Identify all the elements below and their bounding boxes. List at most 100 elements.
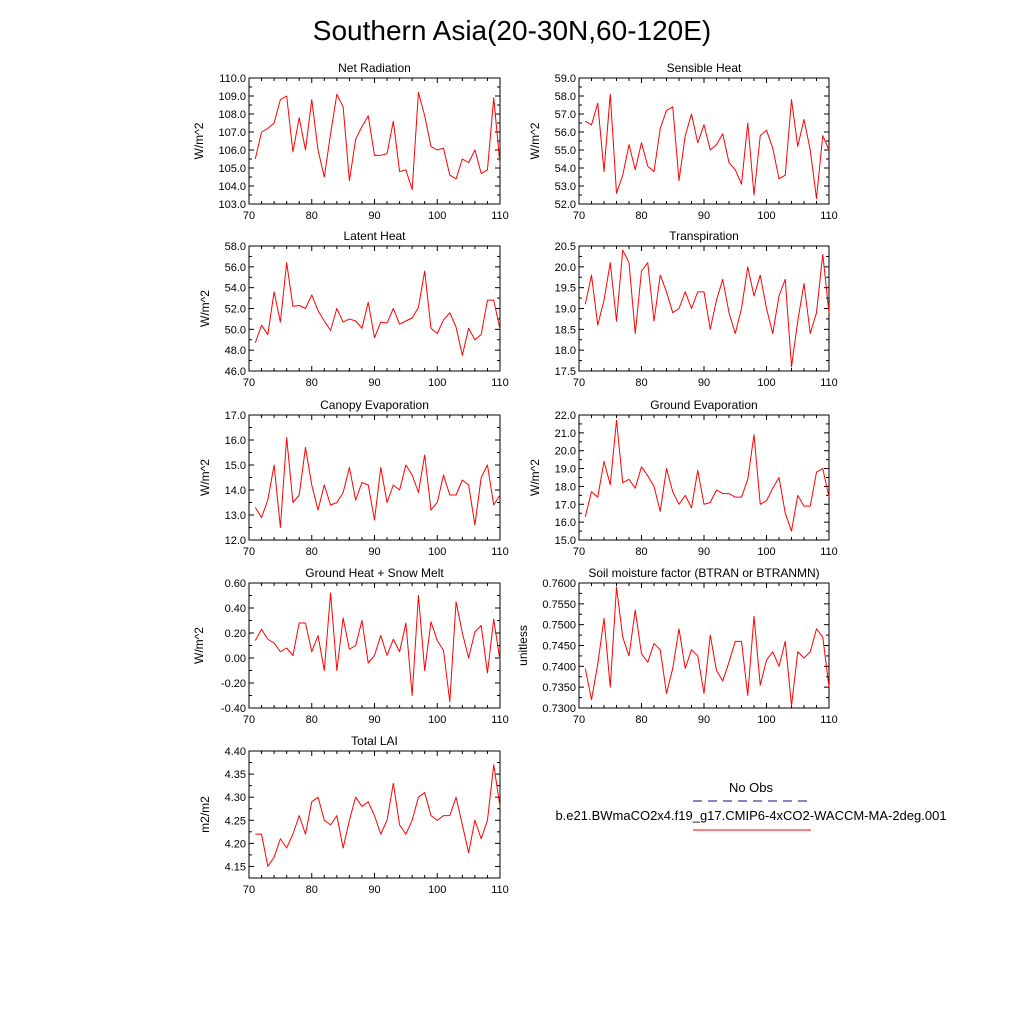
x-tick-label: 70: [573, 377, 585, 389]
y-tick-label: 19.5: [555, 283, 576, 295]
y-tick-label: 14.0: [225, 485, 246, 497]
y-tick-label: 4.35: [225, 769, 246, 781]
x-tick-label: 100: [757, 546, 775, 558]
y-axis-label: W/m^2: [192, 122, 206, 159]
y-tick-label: 103.0: [218, 199, 246, 211]
panel-ground-evaporation: Ground Evaporation 70 80 90 100 110 15.0 16.0 17…: [528, 398, 838, 558]
y-tick-label: 0.40: [225, 603, 246, 615]
panel-title: Total LAI: [351, 734, 398, 748]
x-tick-label: 70: [243, 377, 255, 389]
x-tick-label: 70: [243, 210, 255, 222]
x-tick-label: 90: [368, 546, 380, 558]
y-tick-label: 0.7450: [542, 641, 576, 653]
y-axis-label: m2/m2: [198, 796, 212, 833]
y-tick-label: -0.20: [221, 678, 246, 690]
y-tick-label: 4.40: [225, 746, 246, 758]
series-line-transpiration: [584, 249, 830, 368]
series-line-sensible-heat: [585, 93, 830, 200]
x-tick-label: 110: [820, 546, 838, 558]
panel-title: Sensible Heat: [667, 61, 742, 75]
y-tick-label: 20.0: [555, 262, 576, 274]
x-tick-label: 70: [243, 546, 255, 558]
y-axis-label: unitless: [516, 625, 530, 666]
y-tick-label: 0.7350: [542, 682, 576, 694]
y-tick-label: 105.0: [218, 163, 246, 175]
x-tick-label: 80: [306, 210, 318, 222]
y-tick-label: 52.0: [555, 199, 576, 211]
y-tick-label: 13.0: [225, 510, 246, 522]
x-tick-label: 110: [820, 714, 838, 726]
plot-frame: [248, 582, 501, 709]
series-line-net-radiation: [254, 91, 501, 191]
x-tick-label: 80: [635, 210, 647, 222]
x-tick-label: 110: [491, 714, 509, 726]
x-tick-label: 100: [428, 377, 446, 389]
panel-total-lai: Total LAI 70 80 90 100 110 4.15 4.20 4.25 4.30 4.3…: [198, 734, 509, 896]
plot-frame: [578, 77, 830, 205]
y-tick-label: 20.0: [555, 446, 576, 458]
x-tick-label: 110: [820, 210, 838, 222]
y-tick-label: -0.40: [221, 703, 246, 715]
plot-frame: [248, 414, 501, 541]
y-tick-label: 4.25: [225, 815, 246, 827]
x-tick-label: 90: [368, 884, 380, 896]
panel-sensible-heat: Sensible Heat 70 80 90 100 110 52.0 53.0 54.0 55.…: [528, 61, 838, 222]
x-tick-label: 90: [368, 210, 380, 222]
panel-title: Net Radiation: [338, 61, 411, 75]
legend: No Obs b.e21.BWmaCO2x4.f19_g17.CMIP6-4xC…: [555, 780, 947, 831]
y-tick-label: 19.0: [555, 304, 576, 316]
y-tick-label: 0.00: [225, 653, 246, 665]
x-tick-label: 100: [428, 714, 446, 726]
y-axis-label: W/m^2: [528, 122, 542, 159]
panel-transpiration: Transpiration 70 80 90 100 110 17.5 18.0 18.5 19.…: [555, 229, 838, 389]
y-tick-label: 58.0: [225, 241, 246, 253]
y-tick-label: 104.0: [218, 181, 246, 193]
y-tick-label: 12.0: [225, 535, 246, 547]
y-axis-label: W/m^2: [192, 627, 206, 664]
y-tick-label: 18.0: [555, 481, 576, 493]
y-tick-label: 4.20: [225, 838, 246, 850]
panel-title: Canopy Evaporation: [320, 398, 429, 412]
y-tick-label: 17.0: [225, 410, 246, 422]
y-tick-label: 109.0: [218, 91, 246, 103]
x-tick-label: 110: [491, 377, 509, 389]
series-line-ground-evaporation: [584, 419, 830, 532]
y-tick-label: 16.0: [555, 517, 576, 529]
x-tick-label: 80: [306, 884, 318, 896]
x-tick-label: 110: [491, 210, 509, 222]
panel-soil-moisture-factor-btran-or-btranmn: Soil moisture factor (BTRAN or BTRANMN) 7…: [516, 566, 838, 726]
x-tick-label: 80: [306, 714, 318, 726]
x-tick-label: 80: [635, 714, 647, 726]
x-tick-label: 110: [491, 546, 509, 558]
x-tick-label: 70: [243, 714, 255, 726]
x-tick-label: 100: [428, 546, 446, 558]
y-tick-label: 59.0: [555, 73, 576, 85]
x-tick-label: 100: [757, 377, 775, 389]
x-tick-label: 80: [306, 546, 318, 558]
panel-title: Latent Heat: [343, 229, 406, 243]
y-tick-label: 57.0: [555, 109, 576, 121]
x-tick-label: 80: [306, 377, 318, 389]
y-tick-label: 17.0: [555, 499, 576, 511]
plot-frame: [578, 245, 830, 372]
y-tick-label: 18.0: [555, 345, 576, 357]
y-axis-label: W/m^2: [198, 459, 212, 496]
plot-frame: [578, 414, 830, 541]
x-tick-label: 90: [698, 210, 710, 222]
panel-title: Ground Evaporation: [650, 398, 757, 412]
y-tick-label: 22.0: [555, 410, 576, 422]
y-tick-label: 56.0: [225, 262, 246, 274]
y-axis-label: W/m^2: [198, 290, 212, 327]
x-tick-label: 70: [243, 884, 255, 896]
x-tick-label: 80: [635, 546, 647, 558]
y-tick-label: 19.0: [555, 464, 576, 476]
y-tick-label: 0.7500: [542, 620, 576, 632]
x-tick-label: 90: [368, 714, 380, 726]
x-tick-label: 70: [573, 546, 585, 558]
y-tick-label: 107.0: [218, 127, 246, 139]
x-tick-label: 70: [573, 714, 585, 726]
y-tick-label: 15.0: [555, 535, 576, 547]
series-line-ground-heat-snow-melt: [254, 592, 501, 703]
x-tick-label: 100: [428, 884, 446, 896]
